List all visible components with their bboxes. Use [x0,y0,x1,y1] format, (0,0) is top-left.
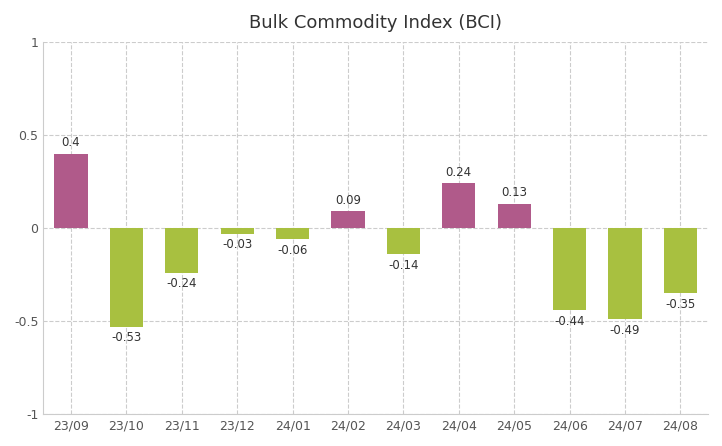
Text: -0.06: -0.06 [277,244,308,257]
Bar [331,211,365,228]
Text: -0.44: -0.44 [554,314,585,328]
Bar [553,228,586,310]
Text: 0.13: 0.13 [501,186,527,199]
Text: 0.09: 0.09 [335,194,361,206]
Bar [110,228,143,327]
Text: -0.35: -0.35 [665,298,695,311]
Bar [442,183,475,228]
Bar [165,228,199,273]
Bar [220,228,254,234]
Bar [609,228,642,319]
Bar [497,204,531,228]
Text: -0.14: -0.14 [388,259,419,272]
Bar [387,228,420,254]
Bar [54,153,87,228]
Text: 0.24: 0.24 [445,165,472,179]
Text: -0.24: -0.24 [167,277,197,290]
Title: Bulk Commodity Index (BCI): Bulk Commodity Index (BCI) [249,14,503,32]
Bar [664,228,697,293]
Bar [276,228,309,239]
Text: 0.4: 0.4 [61,136,80,149]
Text: -0.03: -0.03 [222,238,252,251]
Text: -0.53: -0.53 [111,331,142,344]
Text: -0.49: -0.49 [610,324,640,337]
